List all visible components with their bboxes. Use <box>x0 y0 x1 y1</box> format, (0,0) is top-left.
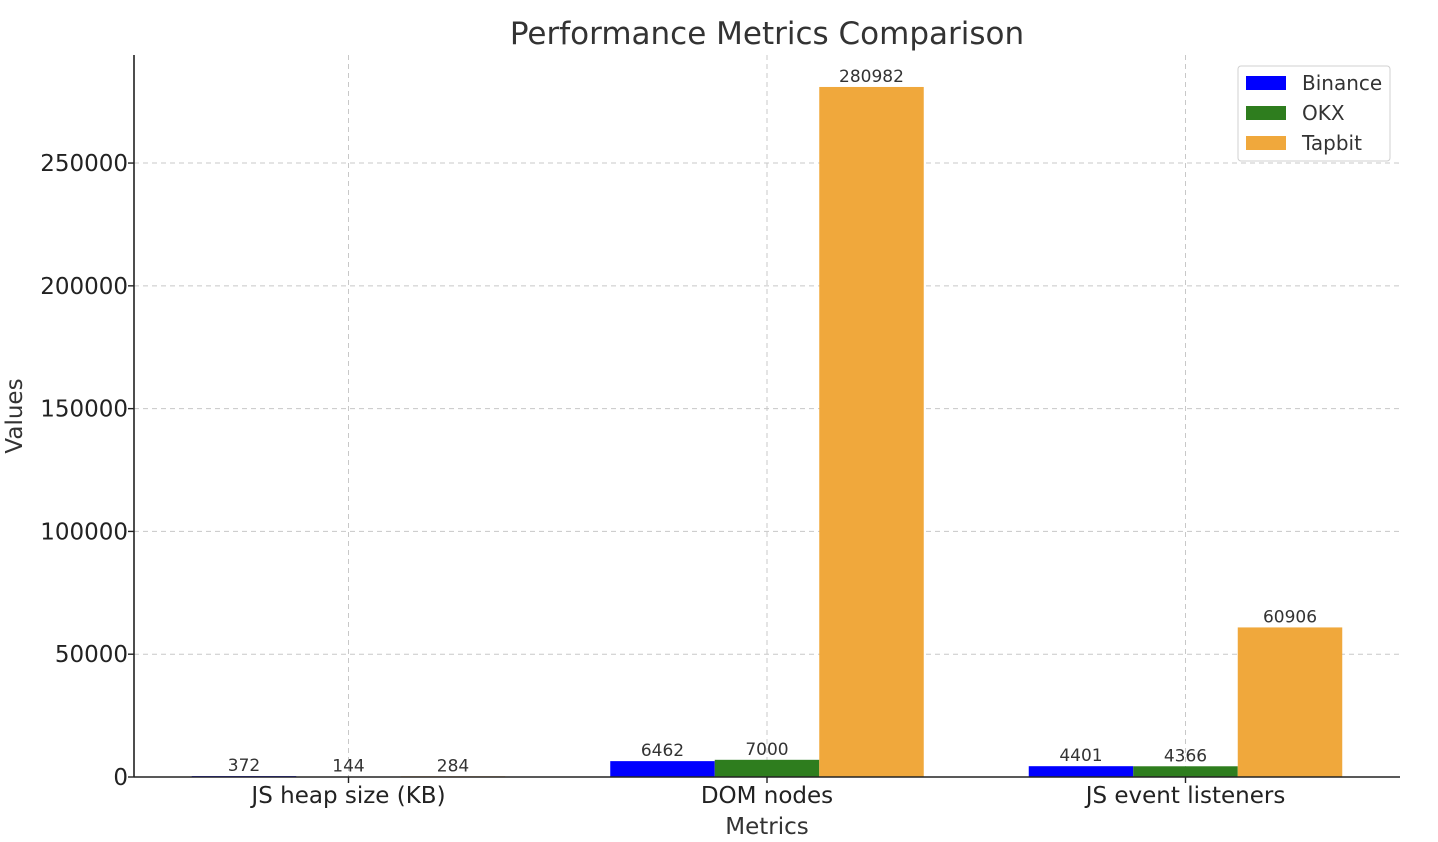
legend-swatch-binance <box>1246 76 1286 90</box>
y-tick-label: 50000 <box>55 642 128 668</box>
bar-value-label: 4401 <box>1059 746 1102 766</box>
y-tick-label: 0 <box>113 765 128 791</box>
chart-title: Performance Metrics Comparison <box>510 16 1024 52</box>
x-axis-label: Metrics <box>725 814 809 840</box>
y-axis-label: Values <box>2 378 28 453</box>
y-tick-label: 150000 <box>40 397 128 423</box>
x-ticks: JS heap size (KB) DOM nodes JS event liste… <box>249 777 1285 809</box>
x-tick-label: JS heap size (KB) <box>249 783 445 809</box>
legend-swatch-okx <box>1246 106 1286 120</box>
legend-swatch-tapbit <box>1246 136 1286 150</box>
x-tick-label: DOM nodes <box>701 783 833 809</box>
bars <box>191 86 1343 778</box>
bar-binance <box>610 761 715 777</box>
bar-tapbit <box>1237 627 1343 777</box>
y-tick-label: 100000 <box>40 519 128 545</box>
grid <box>134 55 1400 777</box>
y-ticks: 0 50000 100000 150000 200000 250000 <box>40 151 134 791</box>
bar-value-label: 144 <box>332 757 364 777</box>
bar-okx <box>714 759 820 777</box>
legend: Binance OKX Tapbit <box>1237 65 1391 162</box>
legend-label-binance: Binance <box>1302 71 1382 95</box>
bar-value-label: 284 <box>437 756 469 776</box>
legend-label-okx: OKX <box>1302 101 1345 125</box>
bar-value-label: 6462 <box>641 741 684 761</box>
data-labels: 372 6462 4401 144 7000 4366 284 280982 60906 <box>228 67 1317 777</box>
y-tick-label: 250000 <box>40 151 128 177</box>
x-tick-label: JS event listeners <box>1084 783 1286 809</box>
bar-value-label: 280982 <box>839 67 904 87</box>
bar-tapbit <box>819 86 924 778</box>
y-tick-label: 200000 <box>40 274 128 300</box>
bar-binance <box>1028 766 1134 777</box>
bar-value-label: 372 <box>228 756 260 776</box>
bar-okx <box>1133 766 1238 777</box>
legend-label-tapbit: Tapbit <box>1301 131 1362 155</box>
bar-value-label: 4366 <box>1164 746 1207 766</box>
bar-value-label: 7000 <box>745 740 788 760</box>
bar-value-label: 60906 <box>1263 607 1317 627</box>
